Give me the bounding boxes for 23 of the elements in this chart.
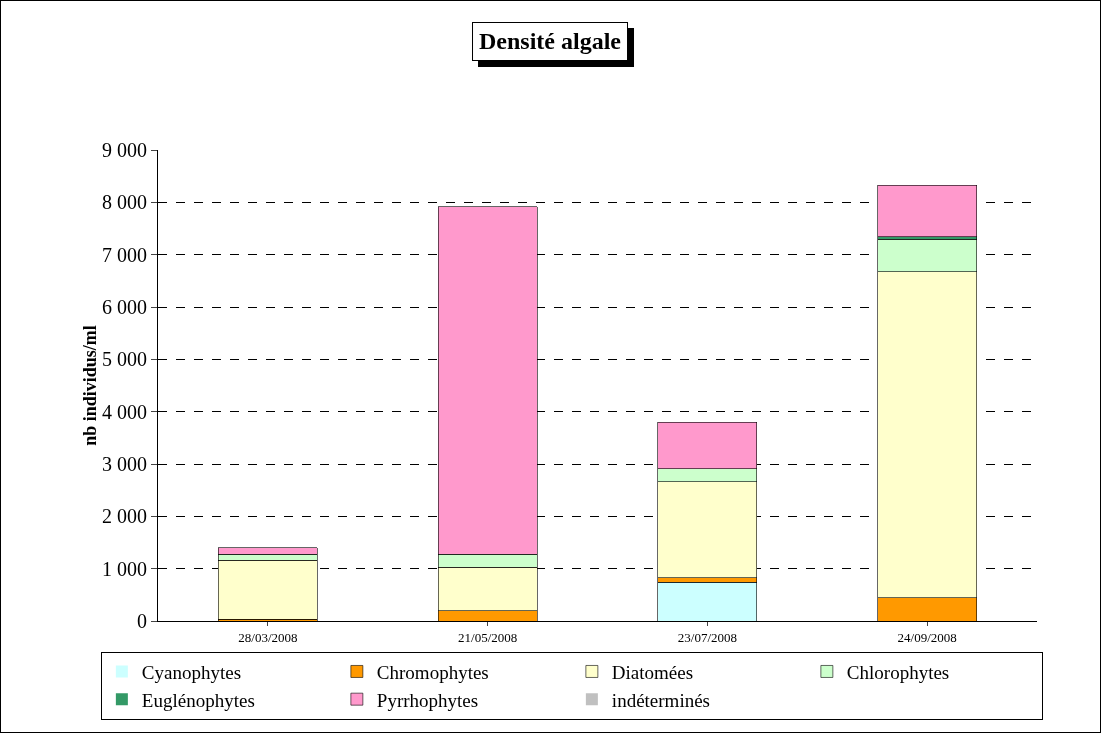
y-tick-label: 7 000 [102, 243, 147, 266]
legend-label: indéterminés [611, 689, 711, 711]
y-tick-label: 4 000 [102, 400, 147, 423]
y-tick-label: 9 000 [102, 139, 147, 161]
y-tick-label: 5 000 [102, 348, 147, 371]
x-tick-label: 28/03/2008 [238, 629, 298, 645]
y-tick-label: 8 000 [102, 191, 147, 214]
y-axis-title: nb individus/ml [80, 325, 100, 446]
legend-label: Chlorophytes [846, 661, 950, 683]
y-tick-label: 3 000 [102, 453, 147, 475]
legend-label: Diatomées [611, 661, 694, 683]
x-tick-label: 24/09/2008 [897, 629, 957, 645]
x-tick-label: 23/07/2008 [677, 629, 737, 645]
y-tick-label: 0 [137, 610, 147, 632]
legend-label: Chromophytes [376, 661, 489, 683]
y-tick-label: 2 000 [102, 505, 147, 528]
legend-label: Pyrrhophytes [376, 689, 479, 711]
legend-label: Euglénophytes [141, 689, 255, 711]
chart-title: Densité algale [472, 22, 628, 61]
y-tick-label: 6 000 [102, 296, 147, 318]
y-tick-label: 1 000 [102, 557, 147, 580]
x-tick-label: 21/05/2008 [458, 629, 518, 645]
legend-label: Cyanophytes [141, 661, 242, 683]
